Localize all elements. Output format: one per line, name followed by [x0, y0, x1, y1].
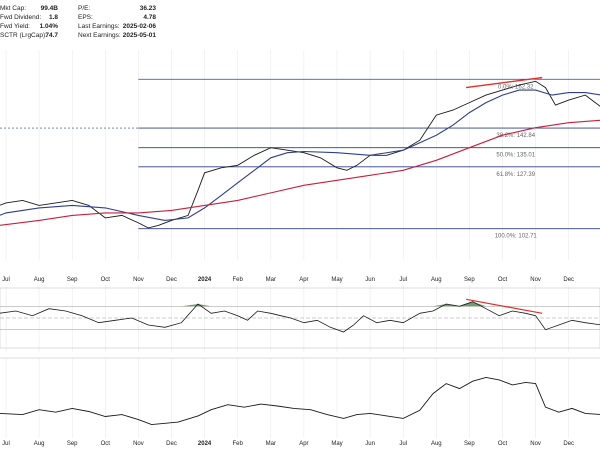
stat-value: 36.23 [140, 5, 157, 12]
x-tick-label: Dec [563, 441, 574, 447]
stat-value: 4.78 [143, 14, 156, 21]
x-tick-label: Jun [365, 277, 375, 283]
oscillator-panel [0, 287, 600, 349]
x-tick-label: Apr [299, 277, 308, 283]
x-tick-label: Apr [299, 441, 308, 447]
x-tick-label: 2024 [198, 277, 212, 283]
x-tick-label: Dec [166, 441, 177, 447]
fibonacci-layer: 0.0%: 162.32 38.2%: 142.84 50.0%: 135.01 61… [0, 78, 600, 240]
x-tick-label: May [331, 441, 342, 447]
stat-value: 74.7 [45, 32, 58, 39]
x-tick-label: Dec [563, 277, 574, 283]
stat-value: 1.04% [40, 23, 59, 30]
x-tick-label: Jul [399, 441, 407, 447]
stat-value: 2025-02-06 [123, 23, 157, 30]
x-tick-label: Aug [431, 277, 442, 283]
fib-level-label: 61.8%: 127.39 [496, 172, 535, 178]
x-tick-label: 2024 [198, 441, 212, 447]
series-sma200 [0, 119, 600, 226]
x-tick-label: May [331, 277, 342, 283]
stat-label: SCTR (LrgCap): [0, 32, 47, 39]
x-tick-label: Aug [34, 277, 45, 283]
x-tick-label: Sep [67, 277, 78, 283]
series-price [0, 80, 600, 229]
stat-value: 99.4B [41, 5, 59, 12]
oscillator-trendline [465, 298, 543, 314]
x-tick-label: Oct [101, 277, 111, 283]
stat-label: P/E: [78, 5, 90, 12]
x-tick-label: Feb [233, 441, 244, 447]
x-tick-label: Sep [464, 441, 475, 447]
x-tick-label: Oct [101, 441, 111, 447]
stat-label: Fwd Yield: [0, 23, 30, 30]
x-tick-label: Aug [431, 441, 442, 447]
x-tick-label: Mar [266, 277, 276, 283]
series-lower [0, 376, 600, 426]
fib-level-label: 100.0%: 102.71 [495, 234, 538, 240]
x-tick-label: Oct [498, 441, 508, 447]
series-layer [0, 76, 600, 426]
stat-value: 1.8 [49, 14, 58, 21]
x-tick-label: Mar [266, 441, 276, 447]
x-tick-label: Feb [233, 277, 244, 283]
fib-level-label: 50.0%: 135.01 [496, 153, 535, 159]
price-trendline [466, 76, 543, 89]
stat-label: EPS: [78, 14, 93, 21]
x-tick-label: Sep [67, 441, 78, 447]
x-tick-label: Jul [2, 441, 10, 447]
stat-label: Mkt Cap: [0, 5, 26, 12]
x-tick-label: Jun [365, 441, 375, 447]
series-sma50 [0, 89, 600, 221]
stat-label: Next Earnings: [78, 32, 121, 39]
x-tick-label: Dec [166, 277, 177, 283]
x-tick-label: Nov [530, 441, 541, 447]
x-tick-label: Aug [34, 441, 45, 447]
stat-label: Fwd Dividend: [0, 14, 41, 21]
axes-layer: Jul Aug Sep Oct Nov Dec 2024 Feb Mar Apr May Jun Jul… [2, 277, 574, 447]
x-tick-label: Oct [498, 277, 508, 283]
series-oscillator [0, 301, 600, 333]
x-tick-label: Jul [2, 277, 10, 283]
x-tick-label: Jul [399, 277, 407, 283]
x-tick-label: Sep [464, 277, 475, 283]
stat-label: Last Earnings: [78, 23, 120, 30]
oscillator-overbought-fill [0, 301, 600, 307]
fib-level-label: 38.2%: 142.84 [496, 133, 535, 139]
x-tick-label: Nov [530, 277, 541, 283]
grid-layer [0, 50, 600, 438]
x-tick-label: Nov [133, 441, 144, 447]
fib-level-label: 0.0%: 162.32 [498, 84, 534, 90]
x-tick-label: Nov [133, 277, 144, 283]
stat-value: 2025-05-01 [123, 32, 157, 39]
